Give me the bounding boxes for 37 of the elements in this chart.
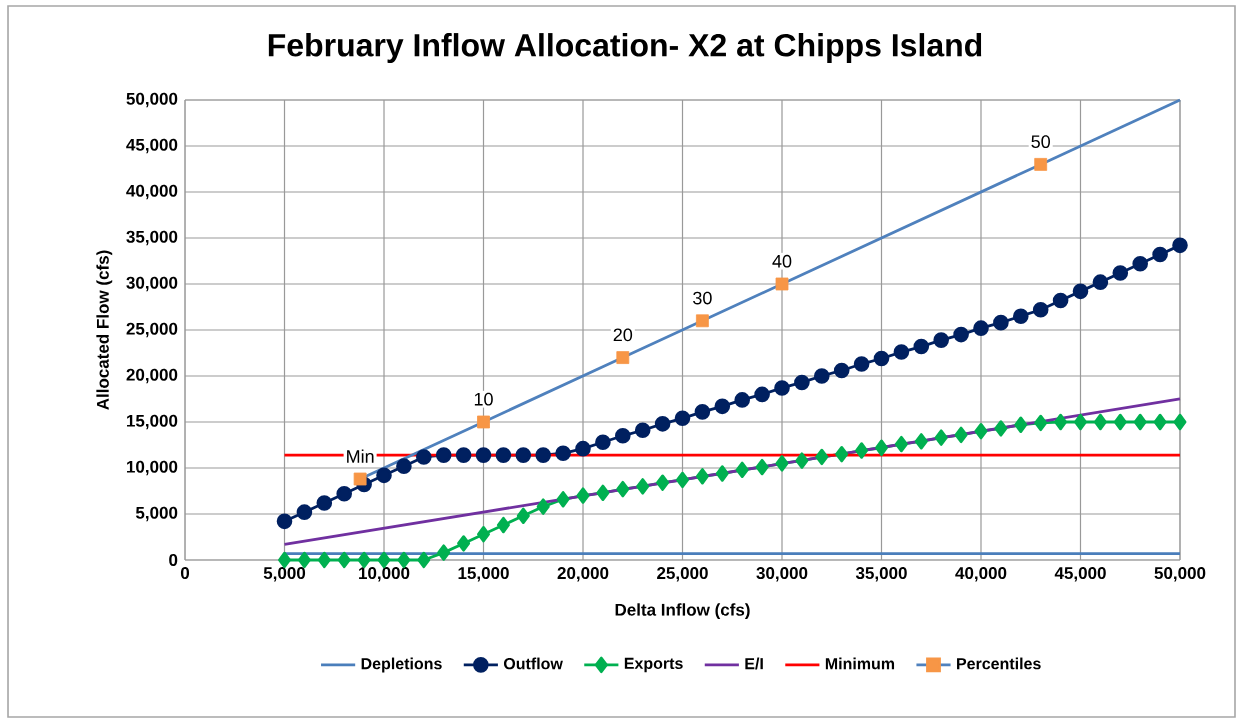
x-tick-label: 10,000 xyxy=(359,567,410,582)
annotation: 40 xyxy=(772,254,792,268)
chart-title: February Inflow Allocation- X2 at Chipps Island xyxy=(268,33,982,63)
x-tick-label: 0 xyxy=(180,567,190,580)
legend-label: Exports xyxy=(624,657,683,673)
annotation: 10 xyxy=(474,392,493,406)
annotation: Min xyxy=(347,449,374,463)
legend-label: Minimum xyxy=(825,657,895,670)
y-tick-label: 30,000 xyxy=(126,276,178,292)
x-tick-label: 25,000 xyxy=(657,567,708,582)
y-tick-label: 15,000 xyxy=(127,414,178,430)
x-tick-label: 45,000 xyxy=(1054,567,1106,582)
x-tick-label: 30,000 xyxy=(756,567,808,582)
annotation: 50 xyxy=(1031,135,1051,149)
x-tick-label: 15,000 xyxy=(458,567,509,582)
x-tick-label: 20,000 xyxy=(557,567,609,582)
y-tick-label: 10,000 xyxy=(127,460,178,476)
y-tick-label: 40,000 xyxy=(126,184,178,200)
x-tick-label: 5,000 xyxy=(263,567,306,582)
y-tick-label: 50,000 xyxy=(126,92,178,108)
x-tick-label: 35,000 xyxy=(855,567,907,582)
annotation: 30 xyxy=(693,291,712,305)
legend-label: Outflow xyxy=(503,657,563,670)
annotation: 20 xyxy=(613,328,633,342)
y-tick-label: 0 xyxy=(169,553,178,566)
y-tick-label: 45,000 xyxy=(126,138,178,154)
x-tick-label: 50,000 xyxy=(1154,567,1206,582)
legend-label: E/I xyxy=(745,657,763,670)
y-tick-label: 5,000 xyxy=(135,506,178,522)
y-tick-label: 20,000 xyxy=(126,368,178,384)
legend-label: Percentiles xyxy=(957,657,1041,670)
x-tick-label: 40,000 xyxy=(955,567,1007,582)
x-axis-title: Delta Inflow (cfs) xyxy=(615,603,750,620)
y-axis-title: Allocated Flow (cfs) xyxy=(96,250,113,410)
y-tick-label: 25,000 xyxy=(126,322,178,338)
y-tick-label: 35,000 xyxy=(126,230,178,246)
legend-label: Depletions xyxy=(361,657,442,673)
